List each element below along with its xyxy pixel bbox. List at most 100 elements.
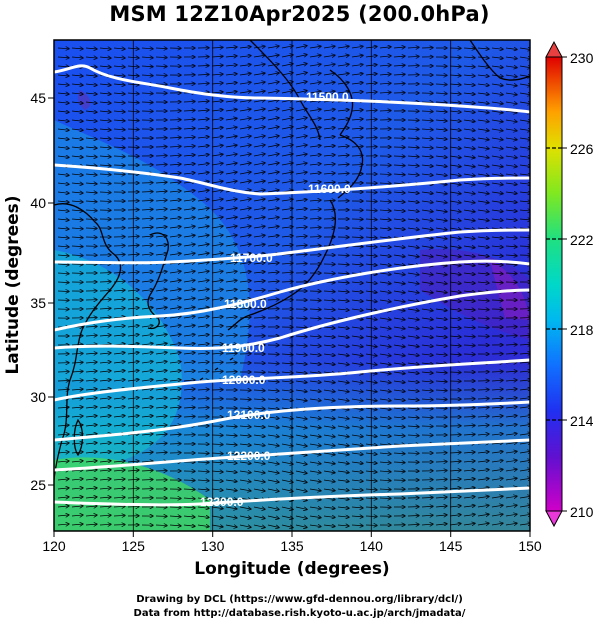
wind-vector xyxy=(519,129,530,131)
wind-vector xyxy=(295,82,307,84)
wind-vector xyxy=(323,164,335,165)
wind-vector xyxy=(155,254,167,255)
wind-vector xyxy=(85,48,97,49)
wind-vector xyxy=(519,84,530,86)
wind-vector xyxy=(449,102,461,103)
wind-vector xyxy=(71,120,83,121)
wind-vector xyxy=(267,272,279,273)
wind-vector xyxy=(211,208,223,210)
wind-vector xyxy=(211,172,223,174)
wind-vector xyxy=(407,515,419,516)
wind-vector xyxy=(253,64,265,66)
wind-vector xyxy=(421,273,433,275)
wind-vector xyxy=(477,75,489,76)
wind-vector xyxy=(253,109,265,111)
wind-vector xyxy=(267,100,279,102)
wind-vector xyxy=(239,235,251,237)
wind-vector xyxy=(57,264,69,265)
wind-vector xyxy=(141,218,153,219)
wind-vector xyxy=(351,119,363,120)
wind-vector xyxy=(141,254,153,255)
wind-vector xyxy=(309,155,321,156)
wind-vector xyxy=(267,163,279,165)
wind-vector xyxy=(323,82,335,84)
wind-vector xyxy=(99,66,111,67)
wind-vector xyxy=(463,273,475,274)
wind-vector xyxy=(281,218,293,219)
wind-vector xyxy=(211,199,223,201)
wind-vector xyxy=(435,147,447,148)
wind-vector xyxy=(71,201,83,202)
wind-vector xyxy=(407,192,419,193)
wind-vector xyxy=(435,120,447,121)
wind-vector xyxy=(141,281,153,282)
wind-vector xyxy=(197,146,209,147)
wind-vector xyxy=(253,190,265,192)
wind-vector xyxy=(351,83,363,84)
wind-vector xyxy=(351,55,363,57)
wind-vector xyxy=(435,201,447,203)
wind-vector xyxy=(463,165,475,167)
wind-vector xyxy=(253,91,265,93)
wind-vector xyxy=(351,255,363,256)
wind-vector xyxy=(71,246,83,247)
colorbar-tick-label: 222 xyxy=(570,232,594,248)
wind-vector xyxy=(99,129,111,130)
wind-vector xyxy=(267,281,279,282)
wind-vector xyxy=(295,154,307,156)
wind-vector xyxy=(295,245,307,246)
contour-label-11700: 11700.0 xyxy=(230,251,273,265)
wind-vector xyxy=(519,192,530,193)
wind-vector xyxy=(519,165,530,166)
wind-vector xyxy=(211,190,223,192)
wind-vector xyxy=(295,73,307,75)
wind-vector xyxy=(449,111,461,112)
wind-vector xyxy=(239,136,251,138)
wind-vector xyxy=(337,64,349,66)
wind-vector xyxy=(239,181,251,183)
wind-vector xyxy=(253,281,265,282)
wind-vector xyxy=(71,111,83,112)
wind-vector xyxy=(225,253,237,255)
wind-vector xyxy=(435,192,447,194)
wind-vector xyxy=(57,282,69,283)
wind-vector xyxy=(57,147,69,148)
wind-vector xyxy=(155,271,167,273)
wind-vector xyxy=(239,163,251,165)
x-tick-label: 125 xyxy=(122,538,146,554)
x-tick-label: 150 xyxy=(518,538,542,554)
wind-vector xyxy=(113,147,125,148)
wind-vector xyxy=(309,46,321,48)
x-tick-labels: 120 125 130 135 140 145 150 xyxy=(42,538,542,554)
wind-vector xyxy=(183,119,195,120)
wind-vector xyxy=(169,271,181,273)
wind-vector xyxy=(281,145,293,147)
wind-vector xyxy=(309,182,321,183)
wind-vector xyxy=(519,120,530,122)
wind-vector xyxy=(449,165,461,167)
wind-vector xyxy=(113,66,125,67)
wind-vector xyxy=(239,56,251,57)
wind-vector xyxy=(57,129,69,130)
wind-vector xyxy=(491,57,503,58)
contour-label-11500: 11500.0 xyxy=(306,90,349,104)
wind-vector xyxy=(463,156,475,158)
wind-vector xyxy=(407,165,419,166)
wind-vector xyxy=(99,156,111,157)
wind-vector xyxy=(463,66,475,67)
colorbar: 210 214 218 222 226 230 xyxy=(545,40,594,528)
wind-vector xyxy=(211,226,223,228)
wind-vector xyxy=(113,156,125,157)
wind-vector xyxy=(351,64,363,66)
wind-vector xyxy=(491,129,503,131)
wind-vector xyxy=(253,181,265,183)
wind-vector xyxy=(477,102,489,104)
wind-vector xyxy=(281,118,293,120)
wind-vector xyxy=(295,136,307,138)
wind-vector xyxy=(267,127,279,129)
wind-vector xyxy=(477,174,489,176)
wind-vector xyxy=(435,102,447,103)
wind-vector xyxy=(253,82,265,84)
wind-vector xyxy=(323,109,335,111)
